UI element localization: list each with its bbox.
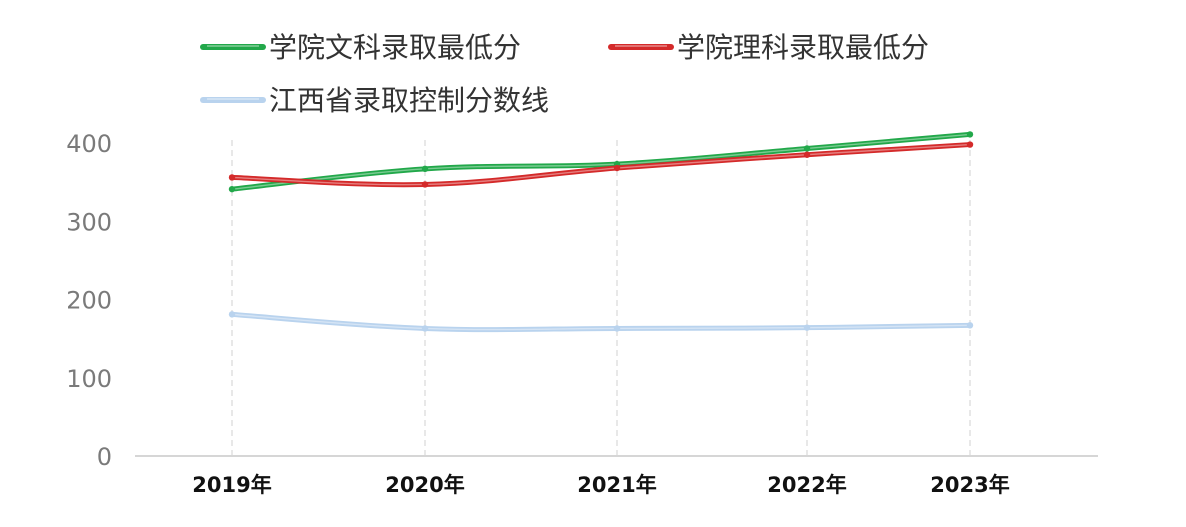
data-point[interactable] <box>228 174 236 181</box>
x-tick-label: 2021年 <box>577 473 656 497</box>
legend-item[interactable]: 江西省录取控制分数线 <box>200 84 549 117</box>
data-point[interactable] <box>613 164 621 172</box>
y-tick-label: 300 <box>66 208 112 236</box>
y-tick-label: 400 <box>66 130 112 158</box>
data-point[interactable] <box>803 145 811 152</box>
data-point[interactable] <box>228 311 236 318</box>
x-tick-label: 2020年 <box>385 473 464 497</box>
data-point[interactable] <box>803 324 811 331</box>
data-point[interactable] <box>421 325 429 332</box>
legend-label: 江西省录取控制分数线 <box>269 84 549 117</box>
x-tick-label: 2019年 <box>192 473 271 497</box>
legend-label: 学院理科录取最低分 <box>677 31 929 64</box>
data-point[interactable] <box>613 325 621 332</box>
data-point[interactable] <box>966 131 974 138</box>
series-line <box>228 131 974 193</box>
x-tick-label: 2022年 <box>767 473 846 497</box>
x-tick-label: 2023年 <box>930 473 1009 497</box>
data-point[interactable] <box>421 165 429 173</box>
data-point[interactable] <box>421 181 429 188</box>
y-tick-label: 0 <box>97 443 112 471</box>
series-line <box>228 141 974 188</box>
data-point[interactable] <box>966 141 974 148</box>
y-tick-label: 100 <box>66 365 112 393</box>
y-tick-label: 200 <box>66 287 112 315</box>
data-point[interactable] <box>803 151 811 158</box>
legend-item[interactable]: 学院文科录取最低分 <box>200 31 521 64</box>
category-grid <box>231 140 971 456</box>
series-lines <box>228 131 974 333</box>
legend-label: 学院文科录取最低分 <box>269 31 521 64</box>
x-axis: 2019年 2020年 2021年 2022年 2023年 <box>192 473 1009 497</box>
data-point[interactable] <box>966 322 974 329</box>
data-point[interactable] <box>228 185 236 193</box>
series-line <box>228 311 974 333</box>
legend-item[interactable]: 学院理科录取最低分 <box>608 31 929 64</box>
y-axis: 0 100 200 300 400 <box>66 130 112 471</box>
